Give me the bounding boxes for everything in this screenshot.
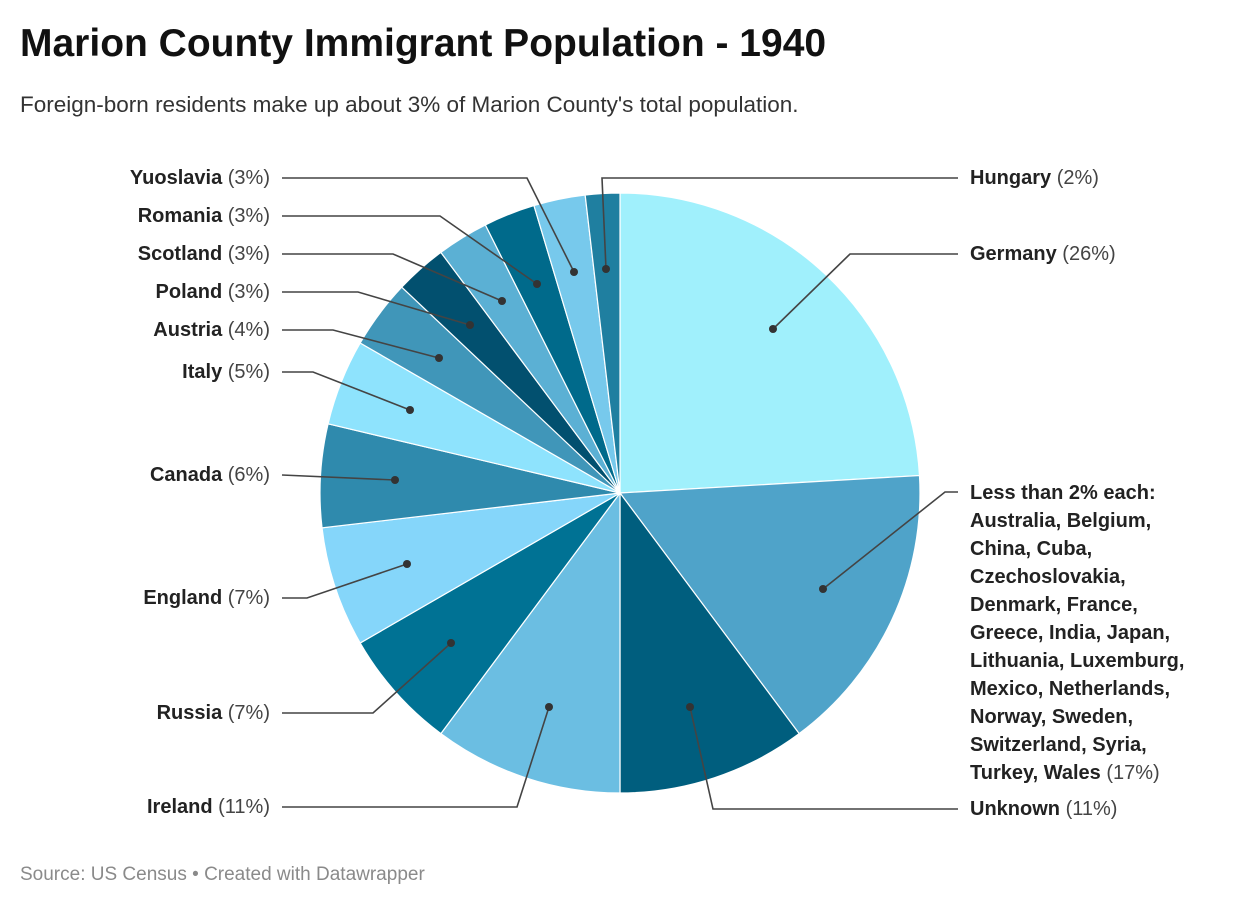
leader-dot-russia: [447, 639, 455, 647]
slice-percent: (4%): [227, 319, 270, 341]
slice-label-italy: Italy (5%): [182, 358, 270, 386]
leader-dot-germany: [769, 325, 777, 333]
slice-label-less: Less than 2% each: Australia, Belgium, C…: [970, 479, 1215, 787]
slice-label-scotland: Scotland (3%): [138, 240, 270, 268]
slice-percent: (3%): [227, 167, 270, 189]
slice-name: Germany: [970, 243, 1057, 265]
slice-label-poland: Poland (3%): [156, 278, 270, 306]
slice-percent: (11%): [218, 796, 270, 818]
slice-name: Less than 2% each: Australia, Belgium, C…: [970, 482, 1185, 784]
slice-percent: (3%): [227, 281, 270, 303]
leader-dot-austria: [435, 354, 443, 362]
slice-label-canada: Canada (6%): [150, 461, 270, 489]
slice-label-hungary: Hungary (2%): [970, 164, 1099, 192]
leader-line-hungary: [601, 177, 958, 270]
pie-slice-less: [618, 474, 921, 735]
leader-line-germany: [772, 253, 958, 330]
slice-percent: (2%): [1056, 167, 1099, 189]
leader-dot-canada: [391, 476, 399, 484]
leader-line-yuoslavia: [282, 177, 575, 273]
slice-label-romania: Romania (3%): [138, 202, 270, 230]
slice-percent: (3%): [227, 205, 270, 227]
slice-name: Austria: [153, 319, 223, 341]
leader-line-scotland: [282, 253, 503, 302]
leader-dot-unknown: [686, 703, 694, 711]
slice-name: England: [143, 587, 223, 609]
slice-name: Canada: [149, 464, 223, 486]
slice-label-germany: Germany (26%): [970, 240, 1116, 268]
leader-line-italy: [282, 371, 411, 411]
slice-name: Poland: [155, 281, 223, 303]
slice-name: Russia: [156, 702, 223, 724]
leader-dot-yuoslavia: [570, 268, 578, 276]
slice-label-russia: Russia (7%): [157, 699, 270, 727]
slice-percent: (11%): [1065, 798, 1118, 820]
slice-percent: (6%): [227, 464, 270, 486]
slice-name: Yuoslavia: [129, 167, 223, 189]
slice-percent: (7%): [227, 702, 270, 724]
leader-line-canada: [281, 474, 396, 481]
slice-percent: (7%): [227, 587, 270, 609]
slice-label-ireland: Ireland (11%): [147, 793, 270, 821]
leader-line-less: [822, 491, 958, 590]
slice-label-yuoslavia: Yuoslavia (3%): [130, 164, 270, 192]
pie-slice-germany: [619, 192, 921, 494]
leader-dot-poland: [466, 321, 474, 329]
leader-line-russia: [282, 642, 452, 714]
leader-dot-ireland: [545, 703, 553, 711]
slice-label-unknown: Unknown (11%): [970, 795, 1117, 823]
leader-line-austria: [282, 329, 440, 359]
slice-name: Italy: [182, 361, 223, 383]
chart-subtitle: Foreign-born residents make up about 3% …: [20, 92, 799, 117]
slice-percent: (5%): [227, 361, 270, 383]
slice-name: Hungary: [970, 167, 1052, 189]
leader-dot-italy: [406, 406, 414, 414]
leader-line-poland: [282, 291, 471, 326]
leader-line-england: [282, 563, 408, 599]
leader-dot-less: [819, 585, 827, 593]
leader-dot-england: [403, 560, 411, 568]
leader-dot-romania: [533, 280, 541, 288]
leader-dot-scotland: [498, 297, 506, 305]
leader-line-unknown: [689, 706, 958, 810]
slice-name: Romania: [137, 205, 223, 227]
pie-slice-unknown: [619, 491, 800, 794]
slice-label-england: England (7%): [143, 584, 270, 612]
leader-line-ireland: [282, 706, 550, 808]
chart-title: Marion County Immigrant Population - 194…: [20, 22, 827, 65]
leader-line-romania: [282, 215, 538, 285]
leader-dot-hungary: [602, 265, 610, 273]
slice-label-austria: Austria (4%): [153, 316, 270, 344]
slice-percent: (3%): [227, 243, 270, 265]
slice-percent: (26%): [1062, 243, 1116, 265]
slice-name: Scotland: [137, 243, 223, 265]
pie-slice-england: [321, 492, 621, 644]
slice-percent: (17%): [1106, 762, 1160, 784]
slice-name: Ireland: [146, 796, 213, 818]
source-footer: Source: US Census • Created with Datawra…: [20, 864, 425, 885]
slice-name: Unknown: [970, 798, 1060, 820]
